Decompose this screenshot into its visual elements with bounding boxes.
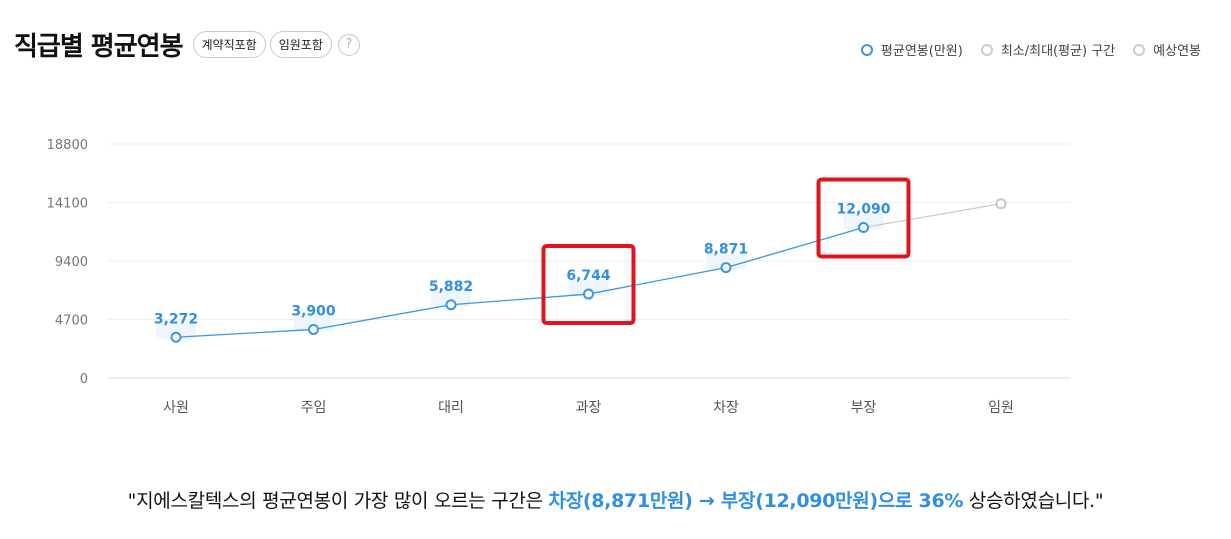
data-point [858,222,869,234]
y-tick-label: 0 [80,372,88,387]
data-label: 3,900 [291,303,336,319]
value-band [431,290,471,307]
legend-marker-icon [980,43,993,56]
data-point [720,262,732,274]
legend-marker-icon [860,43,873,56]
y-tick-label: 9400 [55,255,88,270]
data-point [445,299,457,311]
summary-prefix: "지에스칼텍스의 평균연봉이 가장 많이 오르는 구간은 [127,490,549,512]
data-label: 3,272 [154,311,198,327]
series-line [175,226,864,338]
highlight-box [541,244,636,326]
x-tick-label: 차장 [713,400,739,416]
x-tick-label: 사원 [163,400,189,416]
contract-include-toggle[interactable]: 계약직포함 [192,31,266,58]
data-label: 6,744 [566,268,611,284]
x-tick-label: 부장 [851,400,877,416]
y-tick-label: 14100 [47,197,88,212]
data-label: 12,090 [836,202,890,218]
data-label: 8,871 [704,242,748,258]
legend-item-expected-salary[interactable]: 예상연봉 [1133,40,1201,59]
summary-highlight: 차장(8,871만원) → 부장(12,090만원)으로 36% [548,490,964,512]
title-row: 직급별 평균연봉 계약직포함 임원포함 ? [14,26,360,63]
data-point [308,323,319,335]
y-tick-label: 18800 [47,138,88,153]
legend-item-min-max-range[interactable]: 최소/최대(평균) 구간 [980,40,1116,59]
expected-point [995,198,1007,210]
x-tick-label: 과장 [576,400,602,416]
question-circle-icon[interactable]: ? [337,33,360,56]
value-band [156,323,196,340]
legend-label: 예상연봉 [1153,44,1201,59]
chart-legend: 평균연봉(만원) 최소/최대(평균) 구간 예상연봉 [843,40,1201,59]
y-tick-label: 4700 [55,314,88,329]
series-line [863,203,1002,229]
legend-item-average-salary[interactable]: 평균연봉(만원) [860,40,963,59]
page-title: 직급별 평균연봉 [14,32,183,62]
x-tick-label: 임원 [988,400,1014,416]
x-tick-label: 주임 [301,400,327,416]
summary-suffix: 상승하였습니다." [963,490,1104,512]
legend-marker-icon [1133,43,1146,56]
data-point [170,331,182,343]
legend-label: 평균연봉(만원) [880,44,963,59]
data-label: 5,882 [429,279,473,295]
x-tick-label: 대리 [438,400,464,416]
legend-label: 최소/최대(평균) 구간 [1000,44,1116,59]
highlight-box [816,177,911,259]
data-point [583,288,594,300]
value-band [706,253,746,270]
summary-text: "지에스칼텍스의 평균연봉이 가장 많이 오르는 구간은 차장(8,871만원)… [0,486,1231,513]
executive-include-toggle[interactable]: 임원포함 [269,31,332,58]
